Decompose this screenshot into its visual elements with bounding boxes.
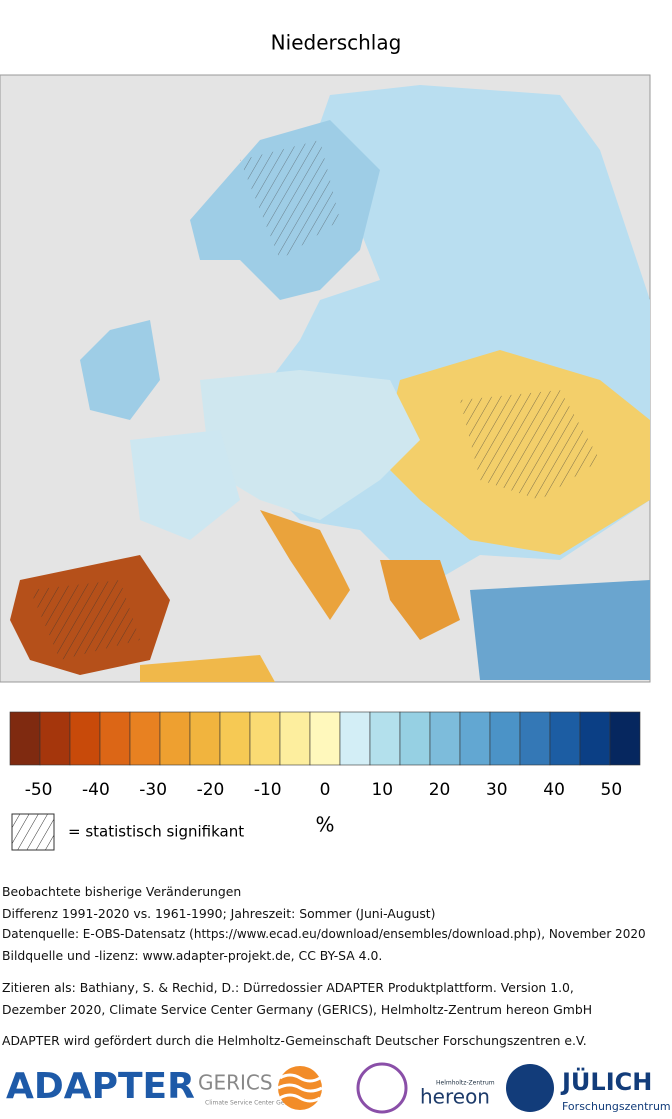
colorbar-swatch (129, 711, 161, 766)
hatch-area (460, 390, 600, 500)
colorbar-tick-label: -50 (25, 780, 53, 800)
colorbar-tick-label: -20 (197, 780, 225, 800)
land-central (200, 370, 420, 520)
colorbar-swatch (489, 711, 521, 766)
logo-gerics: GERICS (198, 1071, 273, 1095)
citation-line: Dezember 2020, Climate Service Center Ge… (2, 1002, 593, 1017)
hatch-area (30, 580, 140, 660)
land-north-africa (140, 655, 275, 682)
logo-gerics-waves (277, 1066, 323, 1110)
logo-hereon: hereon (420, 1085, 490, 1109)
colorbar-tick-label: 20 (429, 780, 451, 800)
colorbar-swatch (99, 711, 131, 766)
colorbar-swatch (399, 711, 431, 766)
map (0, 74, 651, 683)
colorbar-swatch (219, 711, 251, 766)
colorbar-tick-label: 0 (320, 780, 331, 800)
legend-label: = statistisch signifikant (68, 823, 244, 841)
colorbar-swatch (249, 711, 281, 766)
land-france (130, 430, 240, 540)
caption-line: Beobachtete bisherige Veränderungen (2, 884, 242, 899)
title: Niederschlag (271, 31, 402, 55)
colorbar-tick-label: 50 (601, 780, 623, 800)
colorbar-swatch (519, 711, 551, 766)
colorbar-swatch (579, 711, 611, 766)
land-british-isles (80, 320, 160, 420)
logos: ADAPTER GERICS Climate Service Center Ge… (6, 1062, 671, 1114)
land-anatolia (470, 580, 650, 680)
logo-hereon-sub: Helmholtz-Zentrum (436, 1080, 495, 1087)
colorbar-swatch (339, 711, 371, 766)
colorbar-tick-label: -40 (82, 780, 110, 800)
colorbar-unit: % (315, 813, 334, 837)
logo-juelich: JÜLICH (560, 1066, 652, 1096)
colorbar: -50 -40 -30 -20 -10 0 10 20 30 40 50 (9, 711, 641, 800)
colorbar-swatch (9, 711, 41, 766)
colorbar-swatch (69, 711, 101, 766)
caption-line: Differenz 1991-2020 vs. 1961-1990; Jahre… (2, 906, 436, 921)
citation-line: Zitieren als: Bathiany, S. & Rechid, D.:… (2, 980, 574, 995)
colorbar-swatch (189, 711, 221, 766)
caption-line: Bildquelle und -lizenz: www.adapter-proj… (2, 948, 383, 963)
colorbar-swatch (429, 711, 461, 766)
colorbar-swatch (369, 711, 401, 766)
colorbar-swatch (39, 711, 71, 766)
colorbar-tick-label: 40 (543, 780, 565, 800)
colorbar-swatch (159, 711, 191, 766)
land-italy (260, 510, 350, 620)
colorbar-tick-label: -10 (254, 780, 282, 800)
logo-adapter: ADAPTER (6, 1066, 195, 1107)
colorbar-swatch (549, 711, 581, 766)
colorbar-tick-label: -30 (139, 780, 167, 800)
caption-line: Datenquelle: E-OBS-Datensatz (https://ww… (2, 927, 646, 941)
logo-juelich-sub: Forschungszentrum (562, 1100, 671, 1113)
logo-juelich-mark (506, 1064, 554, 1112)
colorbar-swatch (609, 711, 641, 766)
colorbar-swatch (279, 711, 311, 766)
colorbar-tick-label: 10 (371, 780, 393, 800)
colorbar-swatch (459, 711, 491, 766)
land-balkans (380, 560, 460, 640)
hatch-area (240, 140, 340, 260)
colorbar-tick-label: 30 (486, 780, 508, 800)
colorbar-swatch (309, 711, 341, 766)
funding-line: ADAPTER wird gefördert durch die Helmhol… (2, 1033, 587, 1048)
logo-hereon-mark (356, 1062, 408, 1114)
legend-hatch (11, 813, 55, 851)
logo-gerics-sub: Climate Service Center Germany (205, 1100, 304, 1107)
